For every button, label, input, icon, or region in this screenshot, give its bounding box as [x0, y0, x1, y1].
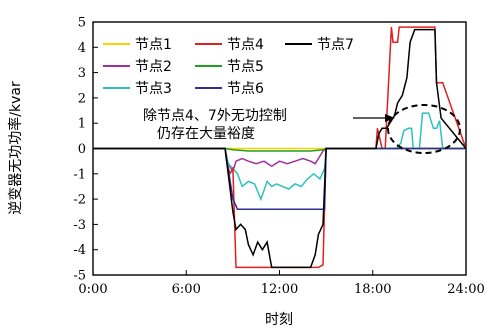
- y-tick-label: 0: [78, 142, 86, 157]
- y-tick-label: 5: [78, 16, 86, 31]
- y-tick-label: 4: [78, 41, 86, 56]
- annotation-line-1: 除节点4、7外无功控制: [143, 108, 287, 124]
- series-line: [93, 147, 466, 210]
- legend-label: 节点3: [135, 81, 172, 97]
- legend-label: 节点7: [317, 37, 354, 53]
- series-line: [93, 26, 467, 269]
- legend-label: 节点6: [227, 81, 264, 97]
- series-line: [93, 28, 467, 269]
- legend: 节点1 节点2 节点3 节点4 节点5 节点6 节点7: [103, 37, 354, 97]
- annotation-arrowhead: [385, 114, 395, 122]
- series-line: [93, 112, 466, 202]
- x-tick-label: 24:00: [447, 282, 484, 297]
- axis-titles: 时刻 逆变器无功功率/kvar: [7, 81, 293, 328]
- y-tick-label: -2: [73, 193, 86, 208]
- ticks-layer: 0:00 6:00 12:00 18:00 24:00 5 4 3 2 1 0 -1 -2 -3 -4 -5: [73, 16, 484, 298]
- y-tick-label: -5: [73, 269, 86, 284]
- y-tick-label: 3: [78, 66, 86, 81]
- legend-label: 节点2: [135, 59, 172, 75]
- plot-area: 0:00 6:00 12:00 18:00 24:00 5 4 3 2 1 0 -1 -2 -3 -4 -5: [73, 16, 484, 298]
- legend-label: 节点5: [227, 59, 264, 75]
- y-axis-title: 逆变器无功功率/kvar: [7, 81, 24, 215]
- series-layer: [93, 26, 467, 269]
- x-tick-label: 6:00: [172, 282, 201, 297]
- y-tick-label: -4: [73, 243, 86, 258]
- y-tick-label: 2: [78, 91, 86, 106]
- series-line: [93, 147, 466, 152]
- y-tick-label: -3: [73, 218, 86, 233]
- annotation: 除节点4、7外无功控制 仍存在大量裕度: [143, 104, 461, 154]
- legend-label: 节点4: [227, 37, 264, 53]
- x-axis-title: 时刻: [265, 312, 293, 328]
- y-tick-label: -1: [73, 167, 86, 182]
- annotation-line-2: 仍存在大量裕度: [157, 126, 255, 142]
- x-tick-label: 12:00: [261, 282, 298, 297]
- y-tick-label: 1: [78, 117, 86, 132]
- annotation-ellipse: [387, 104, 461, 154]
- legend-label: 节点1: [135, 37, 172, 53]
- x-tick-label: 0:00: [78, 282, 107, 297]
- x-tick-label: 18:00: [354, 282, 391, 297]
